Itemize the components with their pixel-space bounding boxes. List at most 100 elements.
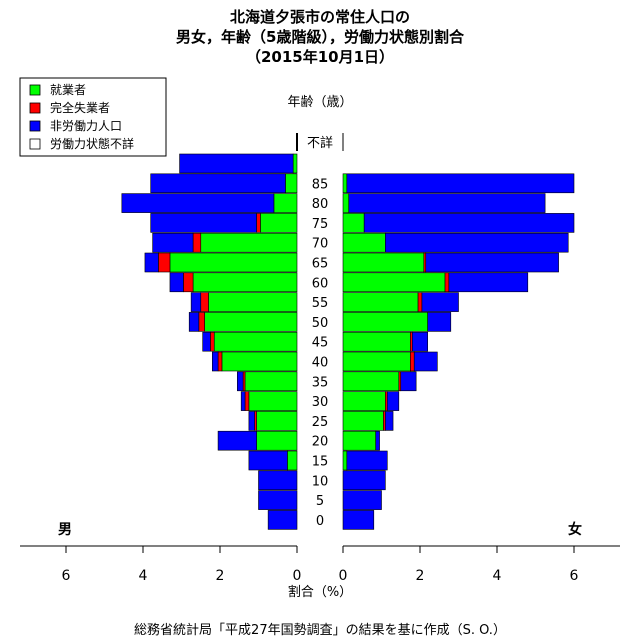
male-bar-10-employed (204, 312, 298, 332)
male-bar-14-employed (200, 232, 298, 253)
male-bar-1-nonlabor (258, 490, 298, 510)
female-bar-12-employed (342, 272, 446, 293)
male-bar-5-nonlabor (248, 411, 255, 431)
age-label-10: 10 (312, 474, 329, 489)
female-bar-2-nonlabor (342, 470, 386, 491)
male-bar-16-employed (273, 193, 298, 213)
chart-title-line-1: 北海道夕張市の常住人口の (230, 8, 410, 26)
female-bar-8-nonlabor (413, 351, 438, 372)
male-bar-3-nonlabor (248, 450, 288, 471)
legend-swatch-3 (29, 138, 41, 150)
chart-title-line-2: 男女，年齢（5歳階級），労働力状態別割合 (176, 28, 465, 46)
male-bar-11-unemployed (200, 292, 209, 312)
female-bar-16-employed (342, 193, 350, 213)
age-label-25: 25 (312, 415, 329, 430)
male-bar-5-employed (256, 411, 298, 431)
female-bar-15-nonlabor (363, 213, 575, 233)
male-bar-6-unemployed (244, 391, 250, 411)
female-bar-11-unemployed (417, 292, 423, 312)
male-bar-17-nonlabor (150, 173, 286, 194)
legend-label-2: 非労働力人口 (50, 119, 122, 133)
male-bar-13-employed (169, 252, 298, 273)
male-tick-label-2: 2 (216, 568, 225, 584)
male-bar-11-nonlabor (190, 292, 202, 312)
male-bar-8-unemployed (217, 351, 223, 372)
age-label-80: 80 (312, 197, 329, 212)
legend-swatch-1 (29, 102, 41, 114)
male-label: 男 (58, 522, 72, 538)
female-tick-label-4: 4 (493, 568, 502, 584)
age-label-35: 35 (312, 375, 329, 390)
female-bar-3-employed (342, 450, 348, 471)
male-bar-12-nonlabor (169, 272, 184, 293)
male-bar-9-nonlabor (202, 331, 211, 352)
female-bar-6-employed (342, 391, 386, 411)
female-bar-12-nonlabor (448, 272, 529, 293)
male-bar-7-nonlabor (237, 371, 244, 392)
female-bar-4-employed (342, 430, 377, 451)
female-bar-3-nonlabor (346, 450, 388, 471)
male-bar-10-unemployed (198, 312, 205, 332)
male-bar-4-nonlabor (217, 430, 257, 451)
age-label-5: 5 (316, 494, 324, 509)
bars-group (121, 153, 575, 530)
female-bar-5-employed (342, 411, 384, 431)
x-axis-title: 割合（%） (288, 584, 352, 600)
male-tick-label-4: 4 (139, 568, 148, 584)
female-bar-8-employed (342, 351, 411, 372)
male-bar-8-nonlabor (212, 351, 219, 372)
female-bar-6-nonlabor (386, 391, 400, 411)
male-tick-label-6: 6 (62, 568, 71, 584)
male-bar-6-employed (248, 391, 298, 411)
age-label-30: 30 (312, 395, 329, 410)
male-bar-14-unemployed (192, 232, 202, 253)
male-bar-13-nonlabor (144, 252, 159, 273)
male-bar-15-unemployed (256, 213, 261, 233)
female-tick-label-6: 6 (570, 568, 579, 584)
female-bar-7-employed (342, 371, 400, 392)
male-bar-18-nonlabor (179, 153, 294, 174)
female-bar-17-nonlabor (346, 173, 575, 194)
age-label-75: 75 (312, 217, 329, 232)
female-tick-label-0: 0 (339, 568, 348, 584)
source-note: 総務省統計局「平成27年国勢調査」の結果を基に作成（S. O.） (134, 622, 506, 638)
female-bar-12-unemployed (444, 272, 450, 293)
female-bar-7-nonlabor (400, 371, 417, 392)
male-bar-18-employed (292, 153, 298, 174)
male-bar-16-nonlabor (121, 193, 275, 213)
male-bar-7-employed (244, 371, 298, 392)
legend-swatch-2 (29, 120, 41, 132)
age-label-55: 55 (312, 296, 329, 311)
female-bar-13-nonlabor (425, 252, 559, 273)
age-label-45: 45 (312, 336, 329, 351)
female-bar-13-employed (342, 252, 425, 273)
male-bar-11-employed (208, 292, 298, 312)
male-bar-8-employed (221, 351, 298, 372)
male-bar-13-unemployed (158, 252, 171, 273)
female-bar-14-nonlabor (385, 232, 569, 253)
male-tick-label-0: 0 (293, 568, 302, 584)
chart-title-line-3: （2015年10月1日） (246, 48, 394, 66)
female-bar-17-employed (342, 173, 348, 194)
female-bar-9-employed (342, 331, 411, 352)
female-bar-8-unemployed (410, 351, 415, 372)
legend-label-3: 労働力状態不詳 (50, 136, 134, 151)
age-label-50: 50 (312, 316, 329, 331)
male-bar-9-employed (213, 331, 298, 352)
female-tick-label-2: 2 (416, 568, 425, 584)
male-bar-15-nonlabor (150, 213, 257, 233)
age-label-60: 60 (312, 276, 329, 291)
male-bar-17-employed (285, 173, 298, 194)
female-bar-10-employed (342, 312, 428, 332)
legend-label-1: 完全失業者 (50, 100, 110, 115)
unknown-age-label: 不詳 (307, 135, 333, 151)
male-bar-9-unemployed (210, 331, 215, 352)
female-bar-14-employed (342, 232, 386, 253)
male-bar-12-unemployed (183, 272, 194, 293)
female-bar-5-nonlabor (385, 411, 394, 431)
female-bar-16-nonlabor (348, 193, 546, 213)
age-label-85: 85 (312, 177, 329, 192)
legend-swatch-0 (29, 84, 41, 96)
